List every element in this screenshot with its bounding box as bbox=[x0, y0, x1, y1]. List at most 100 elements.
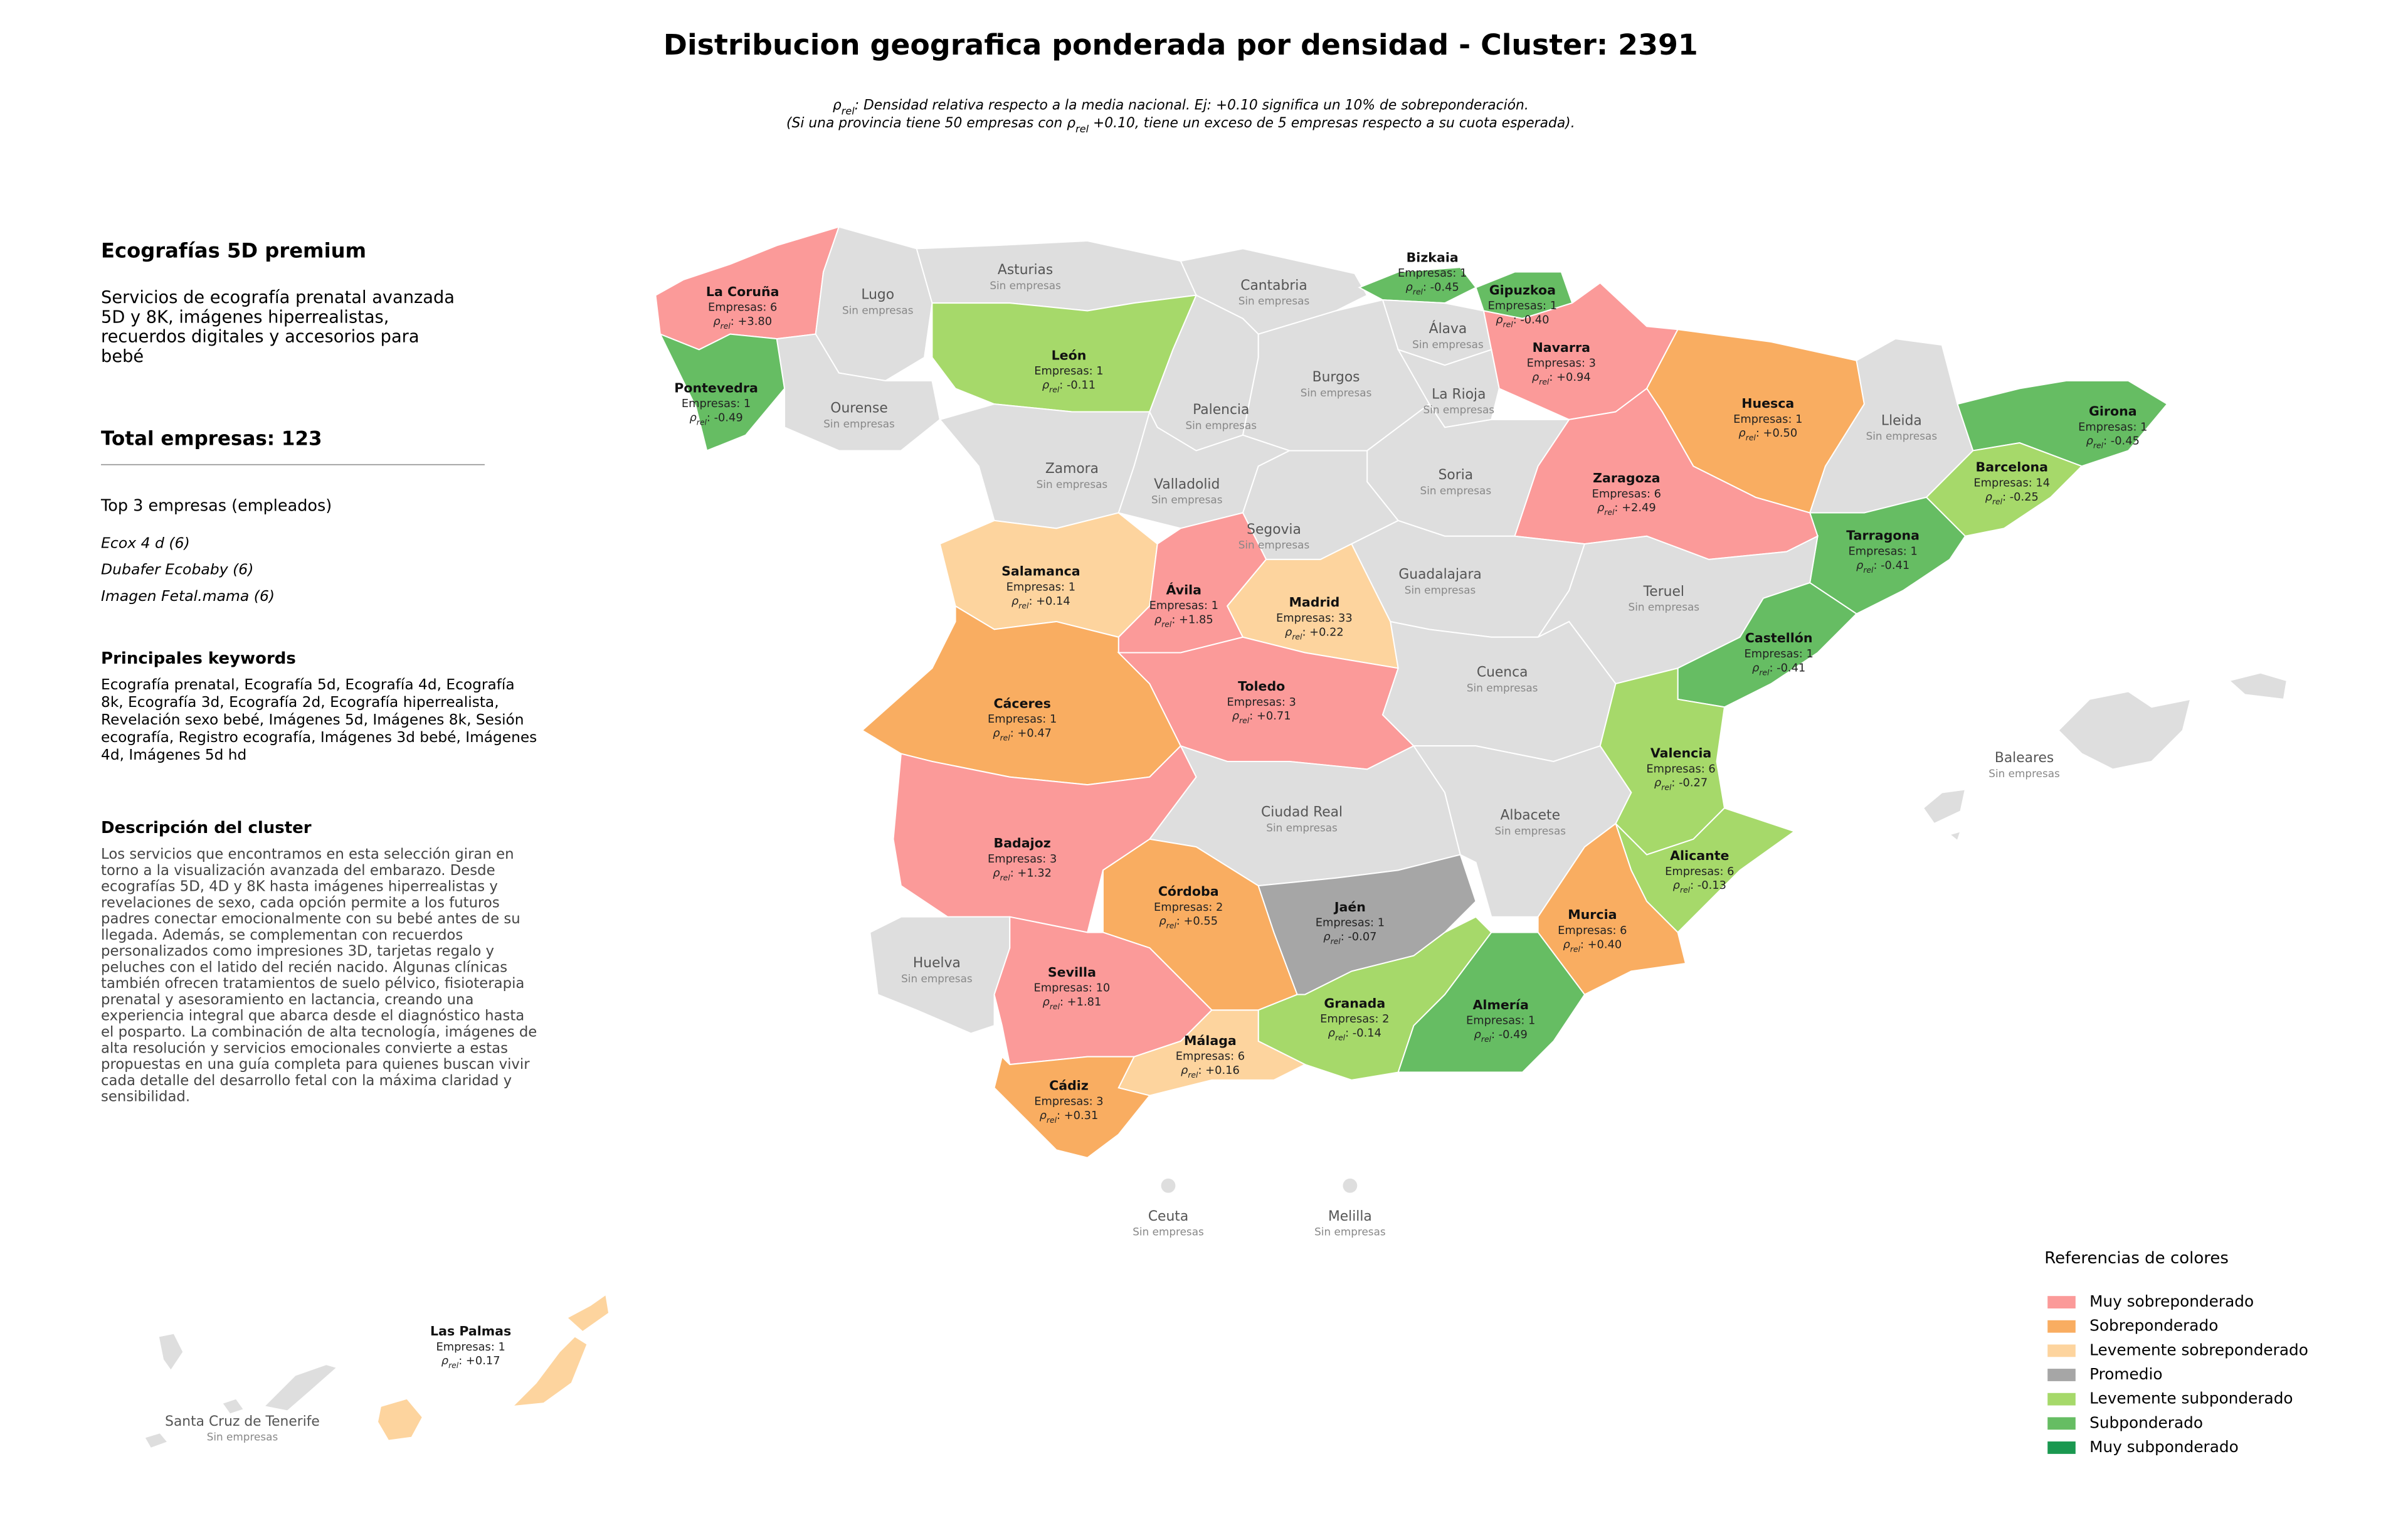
province-companies: Empresas: 1 bbox=[1848, 544, 1917, 558]
province-companies: Empresas: 2 bbox=[1320, 1012, 1389, 1026]
province-shape bbox=[1397, 931, 1586, 1073]
province-name: Gipuzkoa bbox=[1489, 282, 1556, 297]
province-note: Sin empresas bbox=[1266, 821, 1338, 834]
rho-sub: rel bbox=[1863, 565, 1874, 574]
province-note: Sin empresas bbox=[1301, 386, 1372, 399]
legend-title: Referencias de colores bbox=[2044, 1249, 2229, 1268]
rho-sub: rel bbox=[1335, 1033, 1346, 1042]
province-shape bbox=[2228, 672, 2288, 700]
rho-sub: rel bbox=[1047, 1115, 1057, 1124]
province-name: Ourense bbox=[830, 401, 887, 416]
rho-value: : +0.94 bbox=[1549, 371, 1590, 384]
rho-sub: rel bbox=[1000, 873, 1011, 882]
province-rho: ρrel: +0.17 bbox=[441, 1354, 500, 1370]
province-note: Sin empresas bbox=[1423, 403, 1495, 416]
province-note: Sin empresas bbox=[1412, 338, 1484, 351]
province-name: Lleida bbox=[1881, 413, 1922, 428]
legend-label: Levemente subponderado bbox=[2089, 1389, 2293, 1408]
rho-symbol: ρ bbox=[1043, 995, 1050, 1009]
province-rho: ρrel: +0.14 bbox=[1011, 595, 1070, 610]
province-note: Sin empresas bbox=[1185, 419, 1257, 432]
description-line: experiencia integral que abarca desde el… bbox=[101, 1008, 524, 1024]
province-companies: Empresas: 1 bbox=[1488, 299, 1557, 312]
province-note: Sin empresas bbox=[1405, 583, 1476, 596]
rho-value: : +0.22 bbox=[1302, 625, 1343, 639]
subtitle-part: (Si una provincia tiene 50 empresas con … bbox=[786, 115, 1075, 131]
province-rho: ρrel: +0.50 bbox=[1738, 427, 1797, 442]
rho-value: : -0.41 bbox=[1873, 559, 1909, 572]
province-name: Toledo bbox=[1238, 679, 1285, 694]
top-company: Dubafer Ecobaby (6) bbox=[101, 561, 253, 578]
province-name: Navarra bbox=[1533, 340, 1590, 355]
province-name: Las Palmas bbox=[430, 1324, 511, 1339]
rho-sub: rel bbox=[1292, 632, 1302, 641]
keywords-line: ecografía, Registro ecografía, Imágenes … bbox=[101, 729, 537, 746]
province-rho: ρrel: -0.49 bbox=[689, 411, 742, 426]
province-name: Córdoba bbox=[1158, 884, 1219, 899]
rho-sub: rel bbox=[721, 321, 731, 330]
rho-symbol: ρ bbox=[1563, 938, 1570, 951]
rho-symbol: ρ bbox=[1011, 595, 1019, 608]
rho-sub: rel bbox=[1759, 668, 1770, 677]
province-name: Badajoz bbox=[994, 836, 1051, 851]
province-name: Girona bbox=[2089, 404, 2137, 419]
keywords-title: Principales keywords bbox=[101, 649, 296, 668]
description-line: ecografías 5D, 4D y 8K hasta imágenes hi… bbox=[101, 879, 498, 895]
rho-symbol: ρ bbox=[1181, 1064, 1188, 1077]
rho-symbol: ρ bbox=[1159, 915, 1166, 928]
keywords-line: 4d, Imágenes 5d hd bbox=[101, 746, 246, 763]
rho-sub: rel bbox=[1239, 716, 1250, 725]
province-companies: Empresas: 6 bbox=[1558, 924, 1627, 937]
province-rho: ρrel: -0.41 bbox=[1856, 559, 1909, 575]
rho-symbol: ρ bbox=[1496, 313, 1503, 326]
description-line: Los servicios que encontramos en esta se… bbox=[101, 846, 514, 862]
province-name: Burgos bbox=[1312, 369, 1360, 385]
province-shape bbox=[1922, 788, 1967, 825]
province-shape bbox=[221, 1398, 245, 1415]
rho-symbol: ρ bbox=[1042, 378, 1050, 391]
rho-symbol: ρ bbox=[1154, 613, 1162, 626]
rho-sub: rel bbox=[1050, 1002, 1060, 1011]
rho-symbol: ρ bbox=[1328, 1026, 1336, 1039]
rho-value: : -0.25 bbox=[2002, 491, 2039, 504]
provinces bbox=[143, 226, 2288, 1450]
rho-sub: rel bbox=[1746, 433, 1756, 442]
province-name: Ávila bbox=[1166, 581, 1202, 597]
province-note: Sin empresas bbox=[823, 417, 895, 430]
province-shape bbox=[510, 1335, 588, 1408]
province-companies: Empresas: 1 bbox=[682, 397, 751, 410]
province-companies: Empresas: 1 bbox=[1316, 916, 1385, 930]
rho-sub: rel bbox=[1680, 886, 1691, 894]
cluster-name: Ecografías 5D premium bbox=[101, 238, 366, 262]
province-note: Sin empresas bbox=[1866, 430, 1938, 442]
legend-swatch bbox=[2047, 1344, 2076, 1357]
description-line: revelaciones de sexo, cada opción permit… bbox=[101, 894, 500, 911]
rho-value: : -0.40 bbox=[1513, 313, 1550, 326]
province-companies: Empresas: 1 bbox=[2078, 420, 2147, 433]
subtitle-part: rel bbox=[1075, 123, 1089, 135]
province-companies: Empresas: 3 bbox=[1034, 1095, 1103, 1108]
province-name: Segovia bbox=[1247, 522, 1301, 538]
province-note: Sin empresas bbox=[1420, 484, 1492, 497]
province-companies: Empresas: 1 bbox=[1733, 413, 1802, 426]
province-name: Murcia bbox=[1568, 907, 1617, 922]
province-name: Zamora bbox=[1045, 461, 1099, 477]
province-name: Bizkaia bbox=[1407, 250, 1459, 265]
province-shape bbox=[143, 1432, 169, 1450]
subtitle-part: : Densidad relativa respecto a la media … bbox=[855, 97, 1529, 113]
legend-swatch bbox=[2047, 1296, 2076, 1308]
province-name: Huesca bbox=[1741, 396, 1794, 411]
province-name: Huelva bbox=[913, 955, 961, 971]
rho-value: : +1.81 bbox=[1060, 995, 1101, 1009]
rho-symbol: ρ bbox=[1474, 1028, 1482, 1041]
province-rho: ρrel: +0.55 bbox=[1159, 915, 1218, 930]
description-line: personalizados como impresiones 3D, tarj… bbox=[101, 943, 494, 960]
province-name: Ceuta bbox=[1148, 1209, 1188, 1224]
province-rho: ρrel: -0.25 bbox=[1985, 491, 2039, 506]
province-name: Alicante bbox=[1670, 848, 1729, 863]
province-companies: Empresas: 1 bbox=[1744, 647, 1813, 661]
province-note: Sin empresas bbox=[1988, 767, 2060, 780]
description-line: llegada. Además, se complementan con rec… bbox=[101, 927, 463, 943]
rho-symbol: ρ bbox=[1654, 777, 1662, 790]
province-rho: ρrel: +1.81 bbox=[1043, 995, 1102, 1011]
